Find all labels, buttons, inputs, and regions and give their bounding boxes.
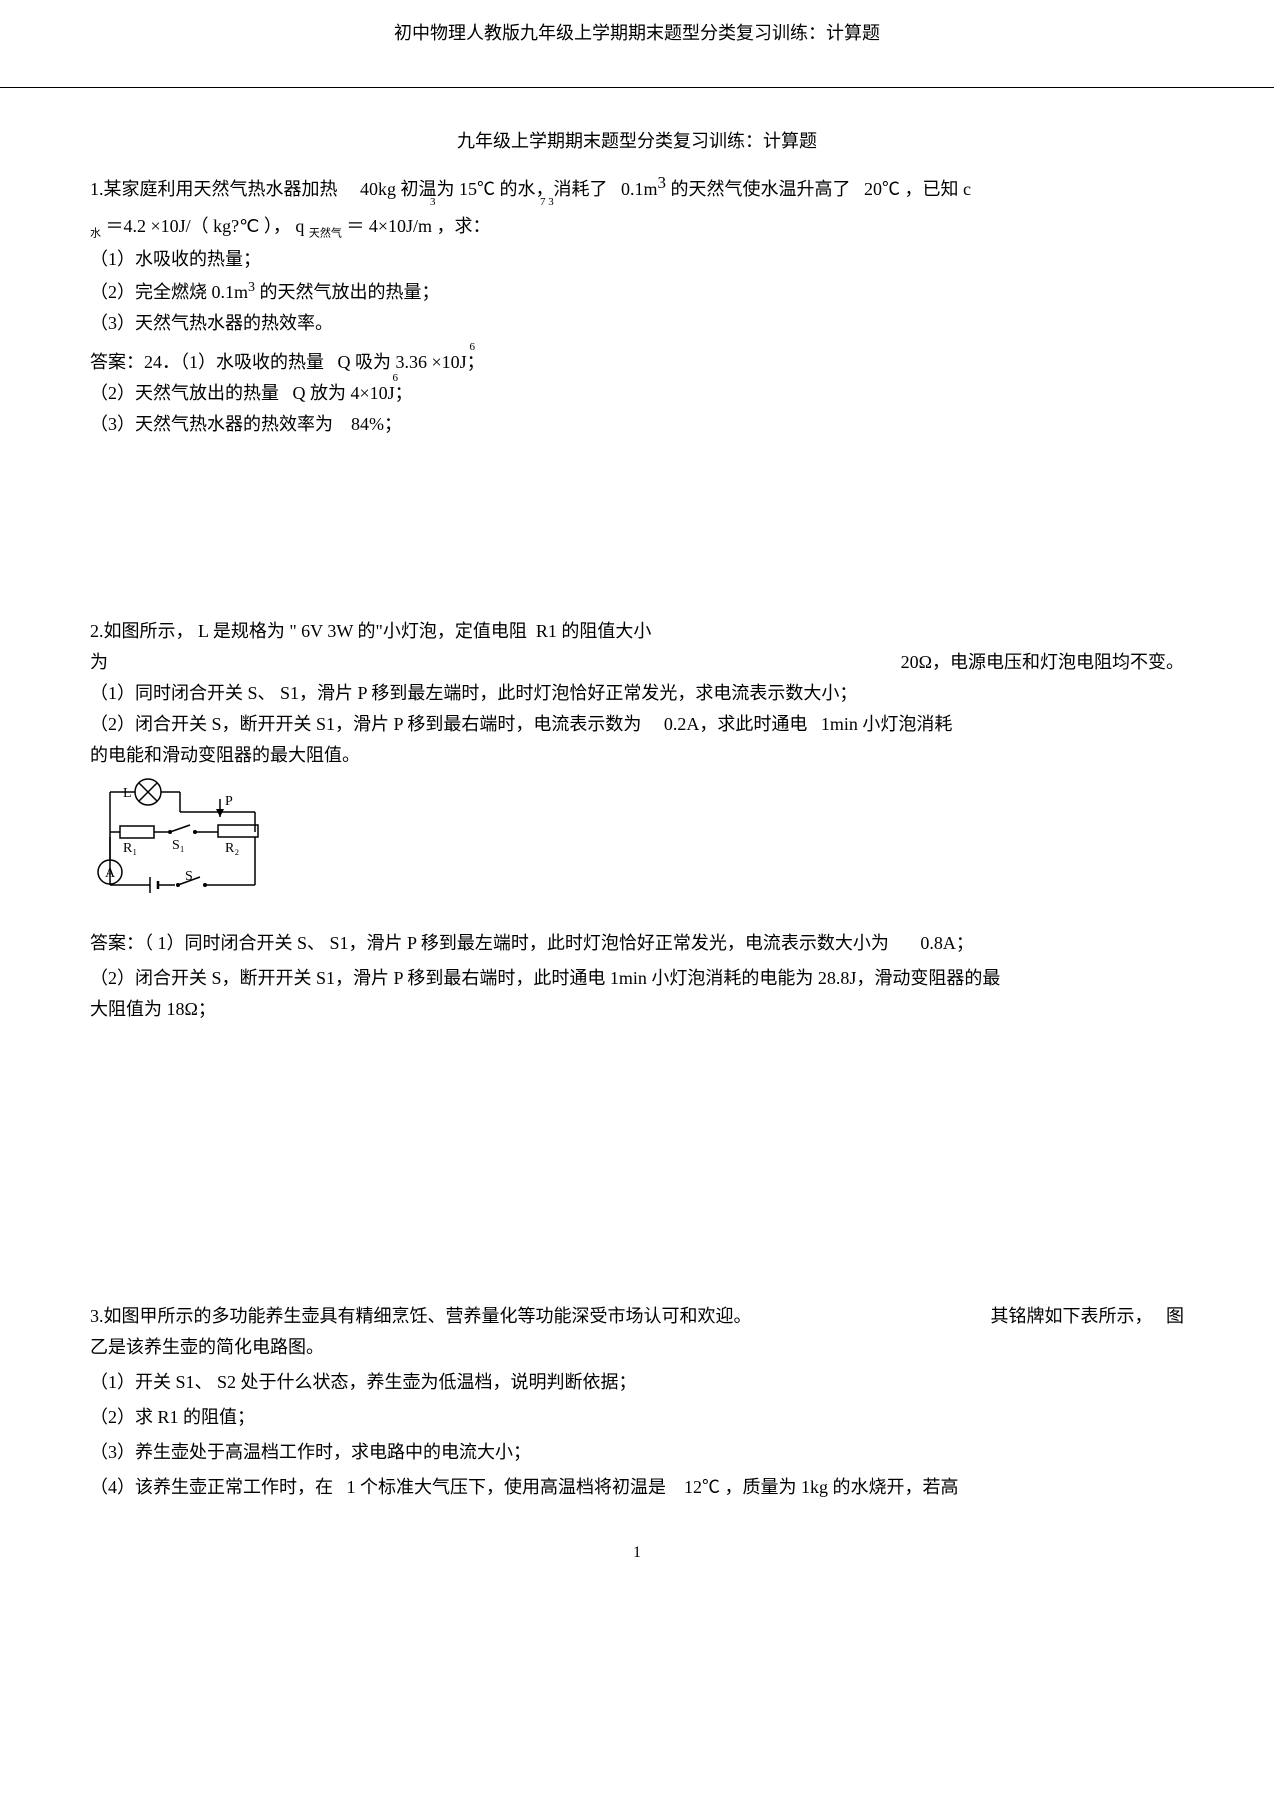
p1-line2: 水 ＝4.2 ×10J/（ kg?℃ ）， q 天然气 ＝ 4×10J/m ，求… bbox=[90, 213, 1184, 242]
circuit-label-P: P bbox=[225, 794, 233, 809]
p3-q4: （4）该养生壶正常工作时，在 1 个标准大气压下，使用高温档将初温是 12℃ ，… bbox=[90, 1474, 1184, 1501]
circuit-label-L: L bbox=[123, 786, 132, 801]
circuit-diagram: L P R₂ R₁ bbox=[90, 777, 1184, 910]
page-header: 初中物理人教版九年级上学期期末题型分类复习训练：计算题 bbox=[0, 0, 1274, 57]
p3-line1: 3.如图甲所示的多功能养生壶具有精细烹饪、营养量化等功能深受市场认可和欢迎。 其… bbox=[90, 1303, 1184, 1330]
p2-q1: （1）同时闭合开关 S、 S1，滑片 P 移到最左端时，此时灯泡恰好正常发光，求… bbox=[90, 680, 1184, 707]
circuit-label-R1: R₁ bbox=[123, 841, 137, 856]
page-number: 1 bbox=[90, 1541, 1184, 1565]
circuit-label-S: S bbox=[185, 869, 193, 884]
p3-q3: （3）养生壶处于高温档工作时，求电路中的电流大小； bbox=[90, 1439, 1184, 1466]
problem-2: 2.如图所示， L 是规格为 " 6V 3W 的"小灯泡，定值电阻 R1 的阻值… bbox=[90, 618, 1184, 1023]
section-title: 九年级上学期期末题型分类复习训练：计算题 bbox=[90, 128, 1184, 155]
content-area: 九年级上学期期末题型分类复习训练：计算题 1.某家庭利用天然气热水器加热 40k… bbox=[0, 87, 1274, 1605]
p1-q2: （2）完全燃烧 0.1m3 的天然气放出的热量； bbox=[90, 277, 1184, 306]
p2-ans2: （2）闭合开关 S，断开开关 S1，滑片 P 移到最右端时，此时通电 1min … bbox=[90, 965, 1184, 992]
p2-line1: 2.如图所示， L 是规格为 " 6V 3W 的"小灯泡，定值电阻 R1 的阻值… bbox=[90, 618, 1184, 645]
circuit-svg: L P R₂ R₁ bbox=[90, 777, 270, 902]
p1-ans2: （2）天然气放出的热量 Q 放为 4×10J； 6 bbox=[90, 380, 1184, 407]
p3-q2: （2）求 R1 的阻值； bbox=[90, 1404, 1184, 1431]
circuit-label-R2: R₂ bbox=[225, 841, 239, 856]
p1-ans3: （3）天然气热水器的热效率为 84%； bbox=[90, 411, 1184, 438]
p2-line2: 为 20Ω，电源电压和灯泡电阻均不变。 bbox=[90, 649, 1184, 676]
circuit-label-S1: S₁ bbox=[172, 838, 185, 853]
p1-ans1: 答案：24．（1）水吸收的热量 Q 吸为 3.36 ×10J； 6 bbox=[90, 349, 1184, 376]
problem-1: 1.某家庭利用天然气热水器加热 40kg 初温为 15℃ 的水，消耗了 3 7 … bbox=[90, 170, 1184, 438]
p2-ans3: 大阻值为 18Ω； bbox=[90, 996, 1184, 1023]
p3-line2: 乙是该养生壶的简化电路图。 bbox=[90, 1334, 1184, 1361]
p2-q2: （2）闭合开关 S，断开开关 S1，滑片 P 移到最右端时，电流表示数为 0.2… bbox=[90, 711, 1184, 738]
p1-q1: （1）水吸收的热量； bbox=[90, 246, 1184, 273]
problem-3: 3.如图甲所示的多功能养生壶具有精细烹饪、营养量化等功能深受市场认可和欢迎。 其… bbox=[90, 1303, 1184, 1501]
p2-q2b: 的电能和滑动变阻器的最大阻值。 bbox=[90, 742, 1184, 769]
p1-q3: （3）天然气热水器的热效率。 bbox=[90, 310, 1184, 337]
circuit-label-A: A bbox=[105, 866, 116, 881]
p3-q1: （1）开关 S1、 S2 处于什么状态，养生壶为低温档，说明判断依据； bbox=[90, 1369, 1184, 1396]
header-title: 初中物理人教版九年级上学期期末题型分类复习训练：计算题 bbox=[394, 23, 880, 43]
p1-line1: 1.某家庭利用天然气热水器加热 40kg 初温为 15℃ 的水，消耗了 3 7 … bbox=[90, 170, 1184, 203]
p2-ans1: 答案：（ 1）同时闭合开关 S、 S1，滑片 P 移到最左端时，此时灯泡恰好正常… bbox=[90, 930, 1184, 957]
